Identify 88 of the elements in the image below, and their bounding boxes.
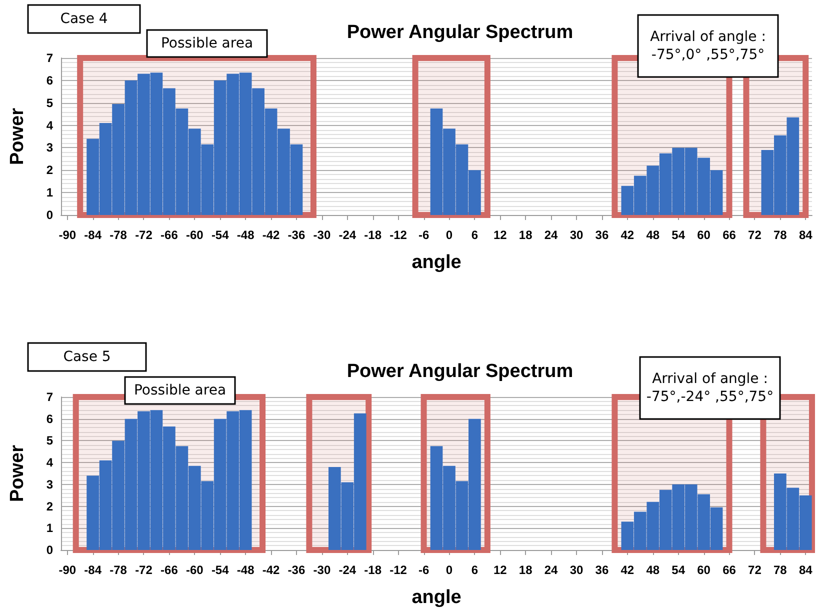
x-tick-label: 24 <box>544 228 558 242</box>
x-tick-label: -90 <box>58 563 76 577</box>
x-axis-title: angle <box>412 252 462 273</box>
x-tick-label: 48 <box>646 563 660 577</box>
x-tick-label: 42 <box>620 228 634 242</box>
y-tick-label: 1 <box>46 186 54 200</box>
x-tick-label: -60 <box>186 563 204 577</box>
x-tick-label: 54 <box>672 563 686 577</box>
x-tick-label: 78 <box>774 228 788 242</box>
x-tick-label: 66 <box>722 228 736 242</box>
x-tick-label: -84 <box>84 228 102 242</box>
x-tick-label: 36 <box>595 563 609 577</box>
x-tick-label: 48 <box>646 228 660 242</box>
x-tick-label: -30 <box>313 563 331 577</box>
y-tick-label: 0 <box>46 208 54 222</box>
x-tick-label: -36 <box>288 563 306 577</box>
x-tick-label: -54 <box>211 563 230 577</box>
y-tick-label: 1 <box>46 521 54 536</box>
x-tick-label: 72 <box>748 228 762 242</box>
x-tick-label: 30 <box>570 228 584 242</box>
x-tick-label: 18 <box>518 228 533 242</box>
x-tick-label: 84 <box>798 563 813 577</box>
x-tick-label: -18 <box>364 228 382 242</box>
y-tick-label: 5 <box>46 96 54 110</box>
x-tick-label: 24 <box>544 563 558 577</box>
x-tick-label: -60 <box>186 228 204 242</box>
x-tick-label: -6 <box>418 228 430 242</box>
y-tick-label: 3 <box>46 140 54 155</box>
x-tick-label: 12 <box>493 563 508 577</box>
x-tick-label: -12 <box>390 563 408 577</box>
x-tick-label: 0 <box>446 563 453 577</box>
y-tick-label: 2 <box>46 163 54 178</box>
x-tick-label: -12 <box>390 228 408 242</box>
y-tick-label: 6 <box>46 73 54 88</box>
text: Case 5 <box>63 349 111 365</box>
y-axis-title: Power <box>7 444 28 502</box>
x-tick-label: 66 <box>722 563 736 577</box>
x-tick-label: 84 <box>798 228 813 242</box>
y-tick-label: 6 <box>46 412 54 426</box>
x-tick-label: 30 <box>570 563 584 577</box>
x-tick-label: 6 <box>471 228 478 242</box>
x-tick-label: -48 <box>236 563 255 577</box>
x-tick-label: -42 <box>262 563 280 577</box>
x-tick-label: -30 <box>313 228 331 242</box>
x-tick-label: 18 <box>518 563 533 577</box>
y-tick-label: 0 <box>46 543 54 557</box>
y-tick-label: 3 <box>46 477 54 492</box>
x-tick-label: -72 <box>135 228 153 242</box>
x-tick-label: -24 <box>338 228 356 242</box>
x-tick-label: 42 <box>620 563 634 577</box>
y-axis-title: Power <box>7 107 28 166</box>
x-tick-label: 60 <box>697 563 711 577</box>
annotation: Arrival of angle : -75°,0° ,55°,75° <box>650 29 766 63</box>
x-tick-label: -66 <box>160 228 178 242</box>
x-tick-label: -48 <box>236 228 255 242</box>
x-tick-label: 36 <box>595 228 609 242</box>
y-tick-label: 2 <box>46 499 54 514</box>
x-tick-label: 78 <box>774 563 788 577</box>
y-tick-label: 4 <box>46 456 54 470</box>
x-tick-label: 72 <box>748 563 762 577</box>
chart-title: Power Angular Spectrum <box>346 361 574 382</box>
x-tick-label: -54 <box>211 228 230 242</box>
x-tick-label: 54 <box>672 228 686 242</box>
y-tick-label: 4 <box>46 118 54 132</box>
x-tick-label: -78 <box>110 563 128 577</box>
x-tick-label: -78 <box>110 228 128 242</box>
y-tick-label: 7 <box>46 390 54 404</box>
text: Case 4 <box>60 11 108 27</box>
y-tick-label: 5 <box>46 434 54 448</box>
x-axis-title: angle <box>412 587 462 608</box>
annotation: Arrival of angle : -75°,-24° ,55°,75° <box>646 371 774 405</box>
annotation: Possible area <box>134 382 226 398</box>
x-tick-label: -6 <box>418 563 430 577</box>
x-tick-label: -72 <box>135 563 153 577</box>
x-tick-label: -84 <box>84 563 102 577</box>
x-tick-label: 6 <box>471 563 478 577</box>
x-tick-label: 0 <box>446 228 453 242</box>
x-tick-label: 60 <box>697 228 711 242</box>
x-tick-label: -90 <box>58 228 76 242</box>
chart-title: Power Angular Spectrum <box>346 22 574 43</box>
x-tick-label: -18 <box>364 563 382 577</box>
y-tick-label: 7 <box>46 51 54 65</box>
x-tick-label: -66 <box>160 563 178 577</box>
text: Possible area <box>160 36 254 52</box>
x-tick-label: -24 <box>338 563 356 577</box>
x-tick-label: 12 <box>493 228 508 242</box>
x-tick-label: -36 <box>288 228 306 242</box>
x-tick-label: -42 <box>262 228 280 242</box>
